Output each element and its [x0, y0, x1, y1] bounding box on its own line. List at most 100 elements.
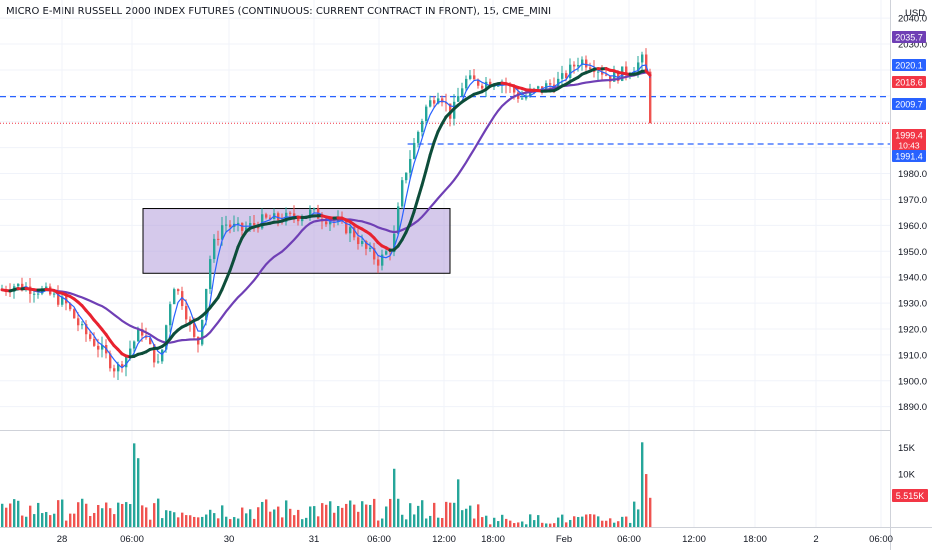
volume-axis[interactable]: 10K 15K — [898, 443, 916, 480]
volume-bar-133 — [533, 520, 536, 527]
price-tick-label-10: 2030.0 — [898, 40, 927, 51]
volume-bar-87 — [349, 500, 352, 527]
volume-bar-4 — [17, 500, 20, 527]
candle-body-94 — [377, 259, 380, 266]
volume-bar-106 — [425, 518, 428, 527]
volume-bar-8 — [33, 514, 36, 527]
candle-body-92 — [369, 247, 372, 249]
candle-body-42 — [169, 304, 172, 326]
volume-bar-104 — [417, 505, 420, 527]
volume-bar-9 — [37, 502, 40, 527]
candle-body-81 — [325, 221, 328, 225]
candle-body-160 — [641, 54, 644, 63]
time-tick-label-5: 12:00 — [432, 534, 456, 545]
candle-body-63 — [253, 223, 256, 226]
volume-bar-90 — [361, 501, 364, 527]
volume-bar-36 — [145, 507, 148, 527]
candle-body-159 — [637, 62, 640, 72]
candle-body-65 — [261, 214, 264, 229]
candle-body-34 — [137, 329, 140, 342]
volume-bar-143 — [573, 516, 576, 527]
candle-body-13 — [53, 293, 56, 295]
volume-bar-49 — [197, 517, 200, 527]
candle-body-131 — [525, 95, 528, 99]
candle-body-82 — [329, 221, 332, 225]
candle-body-75 — [301, 217, 304, 222]
candle-body-44 — [177, 289, 180, 292]
volume-bar-152 — [609, 518, 612, 527]
volume-bar-83 — [333, 512, 336, 527]
volume-bar-89 — [357, 511, 360, 527]
candle-body-156 — [625, 66, 628, 75]
price-tick-label-11: 2040.0 — [898, 14, 927, 25]
volume-bar-108 — [433, 502, 436, 527]
time-axis[interactable]: 28 06:00 30 31 06:00 12:00 18:00 Feb 06:00 12:00 1… — [57, 534, 893, 545]
volume-bar-68 — [273, 509, 276, 527]
time-tick-label-10: 18:00 — [743, 534, 767, 545]
price-axis[interactable]: 1890.0 1900.0 1910.0 1920.0 1930.0 1940.0 1950… — [898, 8, 927, 413]
price-tag-label-5: 1991.4 — [895, 152, 923, 162]
volume-bar-110 — [441, 517, 444, 527]
candle-body-56 — [225, 224, 228, 226]
volume-bar-24 — [97, 504, 100, 527]
volume-bar-150 — [601, 520, 604, 527]
volume-bar-61 — [245, 513, 248, 527]
candle-body-14 — [57, 293, 60, 305]
price-tick-label-1: 1900.0 — [898, 376, 927, 387]
volume-bar-51 — [205, 514, 208, 527]
volume-bar-64 — [257, 507, 260, 527]
grid-lines — [0, 0, 890, 527]
volume-bar-146 — [585, 514, 588, 527]
volume-bar-62 — [249, 509, 252, 527]
volume-bar-16 — [65, 520, 68, 527]
volume-bar-41 — [165, 510, 168, 527]
candle-body-19 — [77, 318, 80, 326]
volume-bar-34 — [137, 458, 140, 527]
candle-body-141 — [565, 73, 568, 79]
candle-body-62 — [249, 223, 252, 228]
volume-tick-label-0: 10K — [898, 470, 916, 481]
candle-body-32 — [129, 348, 132, 356]
volume-bar-125 — [501, 514, 504, 527]
volume-bar-144 — [577, 517, 580, 527]
candle-body-28 — [113, 368, 116, 372]
volume-bar-149 — [597, 516, 600, 527]
volume-bar-114 — [457, 479, 460, 527]
candle-body-142 — [569, 64, 572, 79]
volume-bar-0 — [1, 503, 4, 527]
volume-bar-94 — [377, 520, 380, 527]
volume-bar-60 — [241, 507, 244, 527]
volume-bar-11 — [45, 512, 48, 527]
price-tag-box-4 — [892, 129, 926, 151]
volume-bar-141 — [565, 522, 568, 527]
volume-bar-44 — [177, 517, 180, 527]
volume-bar-92 — [369, 504, 372, 527]
volume-bar-127 — [509, 520, 512, 527]
ma-trend-seg-102 — [404, 221, 412, 234]
volume-bar-88 — [353, 504, 356, 527]
candle-body-134 — [537, 86, 540, 89]
candle-body-9 — [37, 293, 40, 295]
volume-bar-129 — [517, 522, 520, 527]
volume-bar-7 — [29, 505, 32, 527]
price-tag-box-2 — [892, 76, 926, 88]
candle-body-31 — [125, 355, 128, 368]
volume-bar-112 — [449, 502, 452, 527]
candle-body-73 — [293, 213, 296, 218]
volume-bar-142 — [569, 519, 572, 527]
candle-body-162 — [649, 71, 652, 124]
candle-body-18 — [73, 309, 76, 319]
volume-bar-157 — [629, 522, 632, 527]
volume-bar-46 — [185, 515, 188, 527]
time-tick-label-7: Feb — [556, 534, 572, 545]
candle-body-39 — [157, 361, 160, 363]
volume-bar-27 — [109, 508, 112, 527]
candle-body-5 — [21, 283, 24, 291]
price-tag-label-0: 2035.7 — [895, 33, 923, 43]
volume-bar-25 — [101, 508, 104, 527]
candle-body-57 — [229, 224, 232, 227]
volume-bar-121 — [485, 515, 488, 527]
candle-body-100 — [401, 180, 404, 207]
candle-body-118 — [473, 75, 476, 80]
